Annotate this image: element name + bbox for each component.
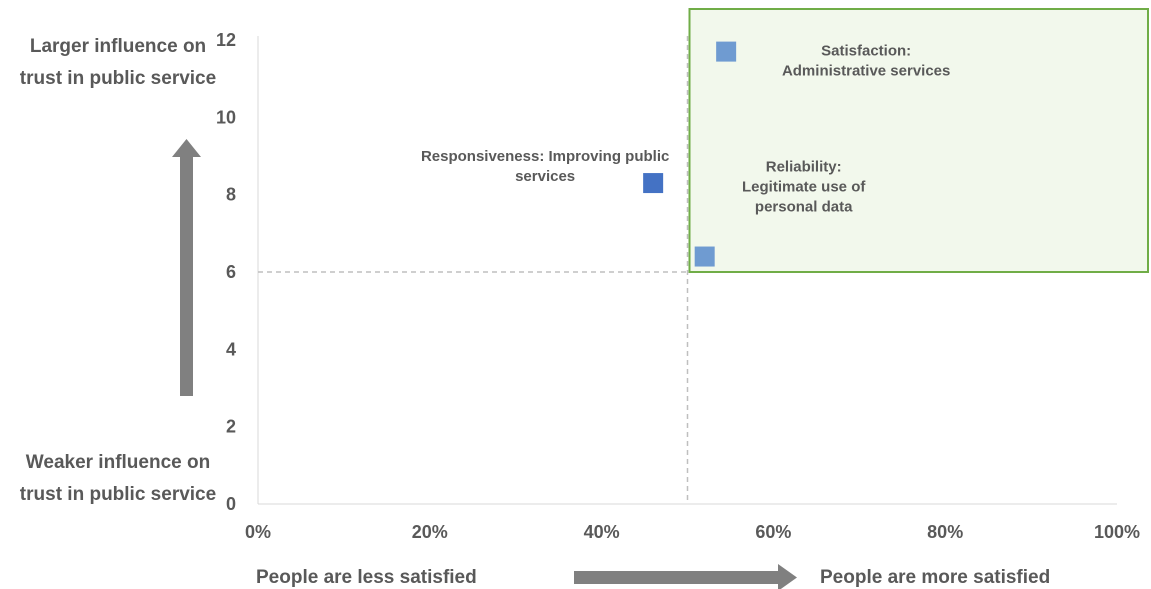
y-tick-label: 6 [226,262,236,282]
x-tick-label: 20% [412,522,448,542]
y-bottom-note: Weaker influence on trust in public servi… [20,452,216,505]
y-tick-label: 2 [226,417,236,437]
x-tick-label: 40% [584,522,620,542]
y-top-note: Larger influence on trust in public servi… [20,36,216,89]
x-tick-label: 0% [245,522,271,542]
x-tick-label: 80% [927,522,963,542]
data-point [643,173,664,194]
highlight-region [688,8,1149,273]
y-direction-arrow [172,139,201,396]
y-tick-label: 10 [216,107,236,127]
y-tick-label: 0 [226,494,236,514]
point-label: Reliability: Legitimate use of personal da… [742,159,866,216]
y-arrow-head [172,139,201,157]
y-tick-labels: 0 2 4 6 8 10 12 [216,30,236,514]
x-tick-labels: 0% 20% 40% 60% 80% 100% [245,522,1140,542]
x-right-note: People are more satisfied [820,567,1050,588]
y-tick-label: 12 [216,30,236,50]
point-label: Satisfaction: Administrative services [782,43,950,80]
x-left-note: People are less satisfied [256,567,477,588]
data-points [643,41,737,267]
point-label: Responsiveness: Improving public services [421,148,669,185]
y-tick-label: 8 [226,185,236,205]
y-arrow-shaft [180,156,193,396]
x-arrow-head [778,564,797,589]
axis-notes: Larger influence on trust in public servi… [20,36,1050,588]
x-direction-arrow [574,564,797,589]
y-tick-label: 4 [226,339,236,359]
x-tick-label: 100% [1094,522,1140,542]
data-point [716,41,737,62]
x-tick-label: 60% [755,522,791,542]
point-labels: Satisfaction: Administrative services Resp… [421,43,950,216]
x-arrow-shaft [574,571,779,584]
data-point [694,246,715,267]
